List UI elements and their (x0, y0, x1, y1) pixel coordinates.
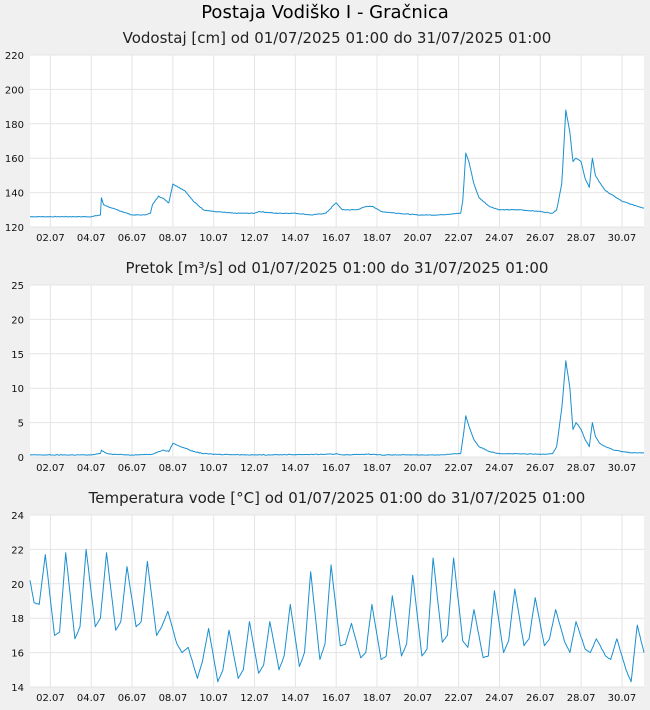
y-tick-label: 220 (5, 51, 24, 62)
x-tick-label: 06.07 (118, 233, 147, 244)
plot-area (30, 515, 644, 687)
y-tick-label: 25 (11, 281, 24, 292)
x-tick-label: 18.07 (363, 693, 392, 704)
x-tick-label: 02.07 (36, 463, 65, 474)
y-tick-label: 180 (5, 120, 24, 131)
chart-title: Vodostaj [cm] od 01/07/2025 01:00 do 31/… (123, 29, 552, 47)
x-tick-label: 28.07 (567, 463, 596, 474)
y-tick-label: 0 (18, 453, 24, 464)
series-line (29, 360, 644, 456)
x-tick-label: 16.07 (322, 693, 351, 704)
x-tick-label: 22.07 (444, 233, 473, 244)
x-tick-label: 18.07 (363, 233, 392, 244)
x-tick-label: 06.07 (118, 693, 147, 704)
x-tick-label: 30.07 (608, 233, 637, 244)
x-tick-label: 12.07 (240, 463, 269, 474)
chart-vodostaj: Vodostaj [cm] od 01/07/2025 01:00 do 31/… (5, 29, 645, 244)
x-tick-label: 28.07 (567, 693, 596, 704)
y-tick-label: 20 (11, 580, 24, 591)
x-tick-label: 12.07 (240, 233, 269, 244)
x-tick-label: 20.07 (404, 693, 433, 704)
series-line (29, 548, 645, 683)
x-tick-label: 02.07 (36, 693, 65, 704)
x-tick-label: 08.07 (159, 463, 188, 474)
x-tick-label: 02.07 (36, 233, 65, 244)
x-tick-label: 04.07 (77, 693, 106, 704)
x-tick-label: 10.07 (199, 693, 228, 704)
x-tick-label: 26.07 (526, 233, 555, 244)
plot-area (30, 285, 644, 457)
y-tick-label: 5 (18, 419, 24, 430)
x-tick-label: 26.07 (526, 463, 555, 474)
x-tick-label: 06.07 (118, 463, 147, 474)
x-tick-label: 24.07 (485, 233, 514, 244)
y-tick-label: 140 (5, 189, 24, 200)
x-tick-label: 22.07 (444, 463, 473, 474)
y-tick-label: 22 (11, 545, 24, 556)
x-tick-label: 08.07 (159, 233, 188, 244)
x-tick-label: 22.07 (444, 693, 473, 704)
y-tick-label: 200 (5, 85, 24, 96)
x-tick-label: 16.07 (322, 463, 351, 474)
x-tick-label: 14.07 (281, 463, 310, 474)
x-tick-label: 14.07 (281, 233, 310, 244)
x-tick-label: 04.07 (77, 463, 106, 474)
chart-title: Temperatura vode [°C] od 01/07/2025 01:0… (88, 489, 586, 507)
x-tick-label: 04.07 (77, 233, 106, 244)
y-tick-label: 160 (5, 154, 24, 165)
x-tick-label: 10.07 (199, 463, 228, 474)
chart-pretok: Pretok [m³/s] od 01/07/2025 01:00 do 31/… (11, 259, 644, 474)
page-title: Postaja Vodiško I - Gračnica (201, 2, 449, 23)
x-tick-label: 30.07 (608, 693, 637, 704)
x-tick-label: 28.07 (567, 233, 596, 244)
x-tick-label: 20.07 (404, 463, 433, 474)
x-tick-label: 26.07 (526, 693, 555, 704)
y-tick-label: 16 (11, 649, 24, 660)
x-tick-label: 08.07 (159, 693, 188, 704)
y-tick-label: 15 (11, 350, 24, 361)
x-tick-label: 16.07 (322, 233, 351, 244)
y-tick-label: 24 (11, 511, 24, 522)
x-tick-label: 12.07 (240, 693, 269, 704)
x-tick-label: 24.07 (485, 693, 514, 704)
y-tick-label: 10 (11, 384, 24, 395)
y-tick-label: 18 (11, 614, 24, 625)
x-tick-label: 30.07 (608, 463, 637, 474)
plot-area (30, 55, 644, 227)
y-tick-label: 120 (5, 223, 24, 234)
x-tick-label: 18.07 (363, 463, 392, 474)
x-tick-label: 10.07 (199, 233, 228, 244)
x-tick-label: 20.07 (404, 233, 433, 244)
chart-title: Pretok [m³/s] od 01/07/2025 01:00 do 31/… (126, 259, 549, 277)
series-line (30, 109, 645, 218)
x-tick-label: 14.07 (281, 693, 310, 704)
y-tick-label: 14 (11, 683, 24, 694)
chart-temperatura: Temperatura vode [°C] od 01/07/2025 01:0… (11, 489, 645, 704)
x-tick-label: 24.07 (485, 463, 514, 474)
y-tick-label: 20 (11, 315, 24, 326)
